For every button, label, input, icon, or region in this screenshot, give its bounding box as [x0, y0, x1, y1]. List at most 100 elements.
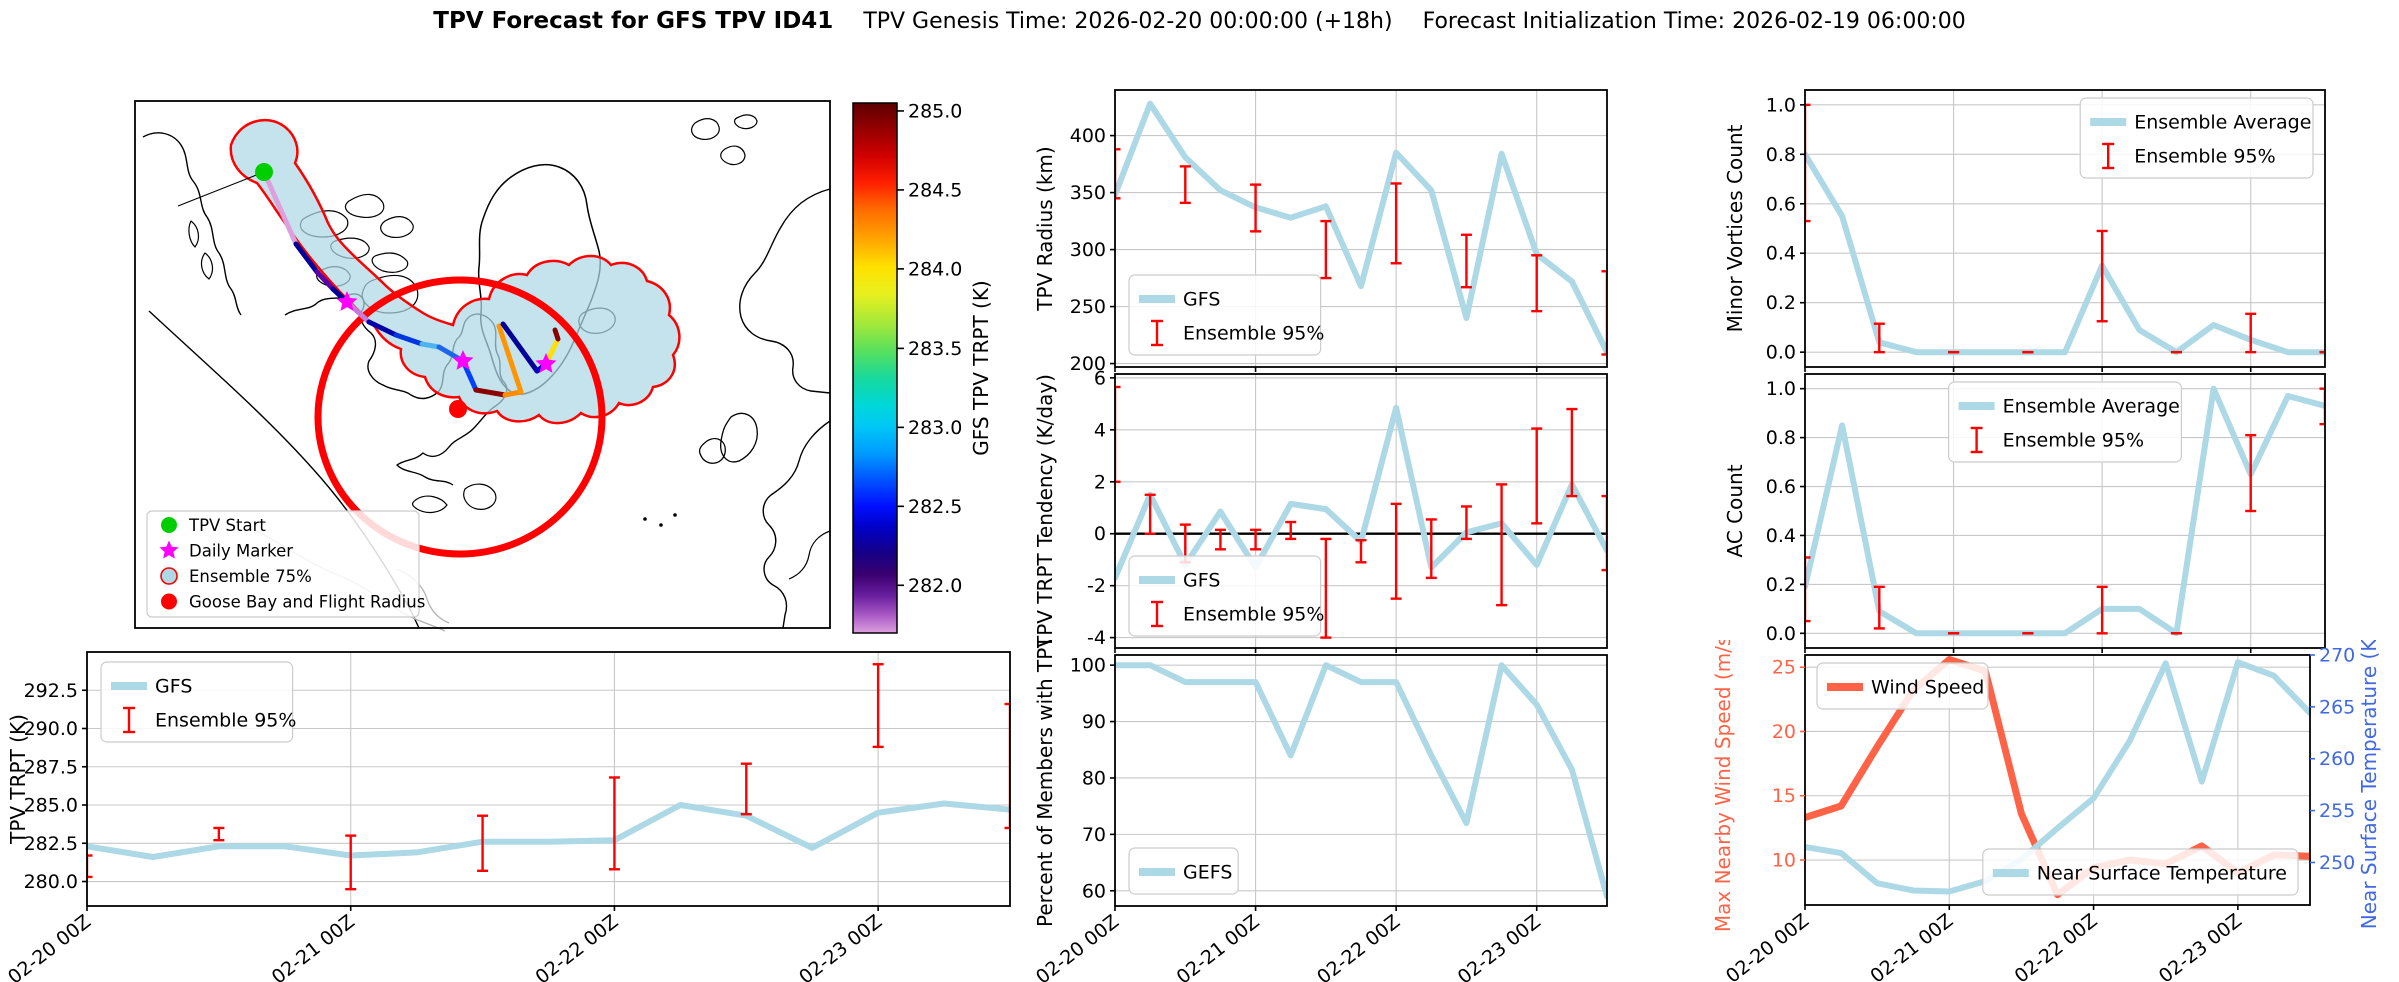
colorbar-tick-label: 282.5 [908, 496, 962, 518]
title-init-time: Forecast Initialization Time: 2026-02-19… [1422, 9, 1966, 34]
coastline [720, 145, 746, 166]
chart-radius: 200 250 300 350 400 TPV Radius (km) GFS Ensembl… [1033, 89, 1608, 375]
x-tick-label: 02-21 00Z [1866, 910, 1957, 982]
map-legend-label: Goose Bay and Flight Radius [189, 593, 425, 612]
y-axis-left: 0.0 0.2 0.4 0.6 0.8 1.0 [1766, 94, 1805, 364]
legend-box [2079, 97, 2314, 179]
y-tick-label: 400 [1070, 125, 1106, 147]
x-axis [1114, 648, 1538, 653]
y-tick-label-right: 270 [2319, 645, 2355, 667]
legend-label: GEFS [1183, 862, 1232, 884]
x-axis: 02-20 00Z 02-21 00Z 02-22 00Z 02-23 00Z [1722, 905, 2246, 982]
grid [1114, 655, 1607, 906]
chart-legend: GFS Ensemble 95% [1128, 274, 1324, 356]
y-tick-label: 0.0 [1766, 623, 1796, 645]
x-tick-label: 02-21 00Z [268, 911, 359, 982]
coastline [188, 220, 200, 248]
y-axis-left: 10 15 20 25 [1772, 657, 1805, 872]
colorbar-tick-label: 283.5 [908, 338, 962, 360]
colorbar-tick-label: 285.0 [908, 100, 962, 122]
series-group [1805, 385, 2325, 637]
coastline [411, 495, 448, 514]
y-tick-label: 200 [1070, 353, 1106, 375]
error-bars [1115, 148, 1607, 356]
y-tick-label: -2 [1087, 575, 1106, 597]
colorbar-tick-label: 283.0 [908, 417, 962, 439]
flight-radius-circle [314, 276, 606, 558]
x-tick-label: 02-20 00Z [1722, 910, 1813, 982]
map-legend-marker [159, 540, 179, 559]
x-axis: 02-20 00Z 02-21 00Z 02-22 00Z 02-23 00Z [1032, 906, 1545, 982]
colorbar-title: GFS TPV TRPT (K) [969, 280, 993, 456]
panel-border [1114, 89, 1608, 368]
coastline [739, 188, 831, 394]
error-bars [1115, 385, 1607, 639]
track-segment [552, 327, 561, 342]
chart-legend: Ensemble Average Ensemble 95% [2079, 97, 2314, 179]
legend-label: Ensemble Average [2003, 396, 2180, 418]
coastline [142, 132, 242, 316]
y-tick-label: 1.0 [1766, 378, 1796, 400]
series-line-ensemble-average [1805, 151, 2325, 356]
map-legend-marker [160, 567, 178, 585]
island-dot [659, 523, 663, 527]
figure-title: TPV Forecast for GFS TPV ID41 TPV Genesis… [0, 8, 2399, 34]
track-segment [419, 341, 442, 350]
legend-box [1128, 274, 1322, 356]
x-tick-label: 02-22 00Z [531, 911, 622, 982]
y-tick-label: 0.4 [1766, 243, 1796, 265]
series-line-ensemble-average [1805, 385, 2325, 637]
legend-box [1816, 662, 1989, 710]
track-segment [393, 332, 425, 347]
legend-label: Ensemble 95% [2134, 146, 2275, 168]
map-border [134, 100, 831, 629]
x-axis [1114, 367, 1538, 372]
x-axis: 02-20 00Z 02-21 00Z 02-22 00Z 02-23 00Z [4, 906, 886, 982]
coastline [380, 216, 414, 238]
y-tick-label: 90 [1082, 711, 1106, 733]
series-line-gfs [1115, 100, 1607, 356]
title-genesis-time: TPV Genesis Time: 2026-02-20 00:00:00 (+… [863, 9, 1393, 34]
daily-marker-star [535, 353, 557, 373]
coastline [720, 412, 758, 463]
chart-trpt: 280.0 282.5 285.0 287.5 290.0 292.5 TPV TRPT (… [4, 651, 1011, 982]
series-group [1805, 151, 2325, 356]
coastline [463, 483, 497, 510]
panel-border [1804, 89, 2326, 368]
y-tick-label: 20 [1772, 721, 1796, 743]
x-tick-label: 02-23 00Z [2155, 910, 2246, 982]
y-axis-title: AC Count [1723, 464, 1747, 557]
y-axis-left: 60 70 80 90 100 [1070, 655, 1115, 902]
x-tick-label: 02-20 00Z [4, 911, 95, 982]
goose-bay-dot [449, 400, 467, 418]
coastline [733, 114, 758, 130]
track-segment [502, 389, 524, 398]
colorbar-tick-label: 284.0 [908, 258, 962, 280]
chart-legend: Wind Speed [1816, 662, 1989, 710]
coastline [698, 438, 726, 464]
map-panel: TPV Start Daily Marker Ensemble 75% Goose B… [134, 100, 831, 632]
x-tick-label: 02-22 00Z [2011, 910, 2102, 982]
track-segment [293, 241, 320, 275]
y-tick-label: 6 [1094, 368, 1106, 389]
coastline [344, 193, 385, 218]
map-legend-marker [161, 593, 177, 610]
y-tick-label: 80 [1082, 767, 1106, 789]
coastline [788, 530, 831, 580]
track-segment [314, 269, 336, 292]
y-tick-label: 290.0 [24, 718, 78, 740]
y-tick-label: 2 [1094, 471, 1106, 493]
series-group [1115, 100, 1607, 356]
border-line [177, 171, 265, 207]
y-tick-label: -4 [1087, 627, 1106, 649]
legend-box [1128, 847, 1239, 895]
y-axis-title-right: Near Surface Temperature (K) [2357, 640, 2381, 929]
y-tick-label: 285.0 [24, 795, 78, 817]
y-axis-title: Minor Vortices Count [1723, 124, 1747, 332]
series-line-gfs [87, 800, 1010, 860]
y-tick-label: 287.5 [24, 756, 78, 778]
legend-label: GFS [1183, 570, 1220, 592]
chart-legend: GEFS [1128, 847, 1239, 895]
